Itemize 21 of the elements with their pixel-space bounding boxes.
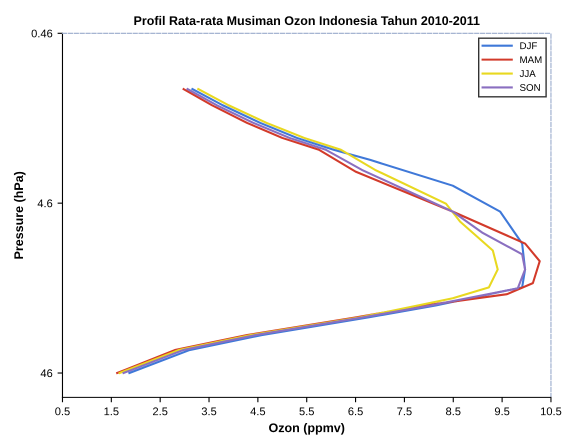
legend-label: SON [520,84,540,91]
x-tick-label: 2.5 [153,407,168,416]
y-tick-label: 4.6 [38,199,52,208]
x-tick-label: 10.5 [540,407,562,416]
legend-label: DJF [520,42,537,50]
y-tick-label: 46 [40,369,52,378]
x-tick-label: 1.5 [104,408,119,416]
chart-title: Profil Rata-rata Musiman Ozon Indonesia Tahun 2010-2011 [134,16,480,26]
y-tick-label: 0.46 [32,30,52,38]
x-tick-label: 4.5 [250,408,266,416]
x-tick-label: 9.5 [494,407,510,416]
x-tick-label: 8.5 [446,407,461,416]
x-tick-label: 5.5 [299,408,314,416]
x-tick-label: 6.5 [348,407,363,416]
x-tick-label: 7.5 [397,408,412,416]
legend-label: MAM [520,56,542,64]
legend-label: JJA [520,70,536,78]
x-tick-label: 3.5 [202,407,216,416]
x-axis-title: Ozon (ppmv) [269,423,344,435]
x-tick-label: 0.5 [55,407,70,416]
y-axis-title: Pressure (hPa) [14,172,26,259]
